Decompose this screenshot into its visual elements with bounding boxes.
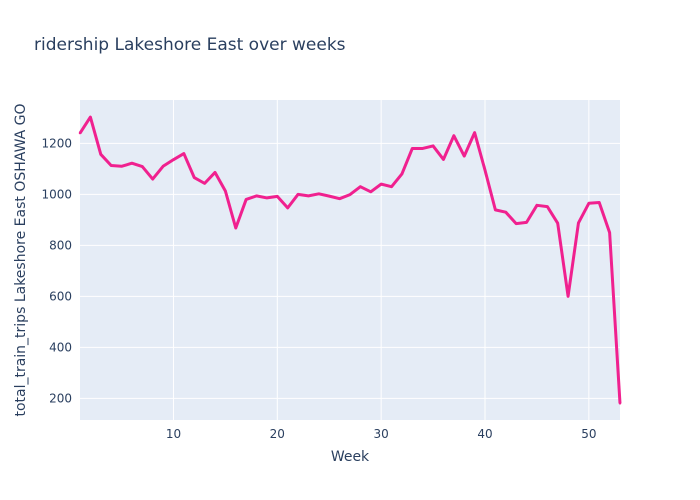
data-point	[99, 153, 102, 156]
data-point	[452, 134, 456, 137]
data-point	[535, 204, 539, 207]
data-point	[234, 226, 237, 230]
data-point	[598, 201, 601, 204]
data-point	[276, 195, 279, 198]
data-point	[151, 177, 154, 181]
x-tick-label: 30	[374, 427, 389, 441]
data-point	[566, 295, 570, 298]
data-point	[608, 231, 611, 234]
data-point	[463, 154, 466, 158]
x-axis-title: Week	[331, 449, 370, 465]
data-point	[442, 158, 445, 161]
y-tick-label: 800	[49, 238, 72, 252]
data-point	[161, 165, 165, 168]
y-tick-label: 400	[49, 340, 72, 354]
data-point	[120, 165, 123, 168]
data-point	[400, 172, 404, 176]
x-tick-label: 10	[166, 427, 181, 441]
y-tick-label: 600	[49, 289, 72, 303]
data-point	[577, 221, 580, 225]
data-point	[172, 158, 175, 161]
chart-title: ridership Lakeshore East over weeks	[34, 35, 346, 55]
data-point	[141, 165, 144, 168]
data-point	[213, 171, 217, 174]
data-point	[379, 182, 383, 186]
data-point	[109, 164, 113, 167]
data-point	[431, 144, 435, 148]
data-point	[504, 210, 507, 214]
y-axis-title: total_train_trips Lakeshore East OSHAWA …	[13, 103, 29, 416]
data-point	[307, 194, 310, 198]
data-point	[556, 221, 559, 225]
data-point	[78, 131, 82, 135]
data-point	[193, 176, 196, 179]
data-point	[587, 202, 591, 205]
tick-labels: 200 400 600 800 1000 1200 10 20 30 40 50	[41, 136, 596, 441]
data-point	[483, 168, 487, 172]
data-point	[369, 190, 372, 193]
data-point	[255, 194, 258, 198]
gridlines	[80, 100, 620, 420]
data-point	[224, 189, 227, 193]
data-point	[359, 185, 362, 188]
data-point	[296, 193, 300, 196]
data-point	[390, 185, 393, 188]
x-tick-label: 40	[477, 427, 492, 441]
data-point	[203, 182, 206, 185]
series-layer	[78, 115, 622, 405]
y-tick-label: 200	[49, 391, 72, 405]
data-point	[494, 208, 497, 212]
x-tick-label: 20	[270, 427, 285, 441]
data-point	[265, 196, 269, 200]
data-point	[546, 205, 549, 208]
data-point	[244, 198, 248, 201]
x-tick-label: 50	[581, 427, 596, 441]
data-point	[317, 192, 321, 196]
data-point	[286, 206, 289, 210]
data-point	[421, 147, 424, 150]
data-point	[182, 152, 186, 155]
data-point	[411, 147, 414, 150]
data-point	[328, 194, 331, 198]
data-point	[473, 131, 476, 134]
y-tick-label: 1000	[41, 187, 72, 201]
data-point	[89, 115, 92, 119]
y-tick-label: 1200	[41, 136, 72, 150]
data-point	[525, 221, 528, 224]
data-point	[338, 197, 341, 200]
data-point	[348, 193, 352, 196]
plot-area	[80, 100, 620, 420]
data-point	[618, 402, 622, 405]
data-point	[130, 162, 134, 165]
data-point	[514, 222, 518, 225]
